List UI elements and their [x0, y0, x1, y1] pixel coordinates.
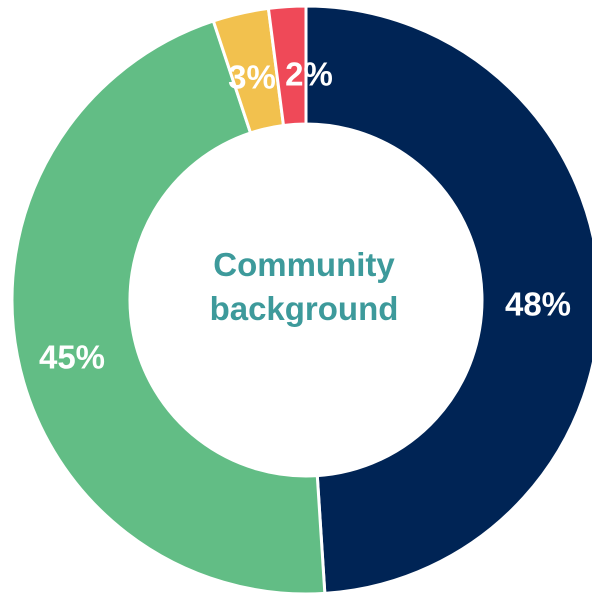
donut-slice-0 [304, 4, 592, 595]
slice-label-1: 45% [39, 339, 105, 376]
chart-title-line-2: background [210, 290, 399, 327]
donut-slice-1 [10, 19, 327, 595]
slice-label-2: 3% [228, 59, 276, 96]
slice-label-3: 2% [285, 56, 333, 93]
slice-label-0: 48% [505, 286, 571, 323]
chart-title-line-1: Community [213, 246, 395, 283]
donut-slices [10, 4, 592, 595]
donut-slice-3 [266, 4, 308, 128]
slice-labels: 48% 45% 3% 2% [39, 56, 571, 376]
